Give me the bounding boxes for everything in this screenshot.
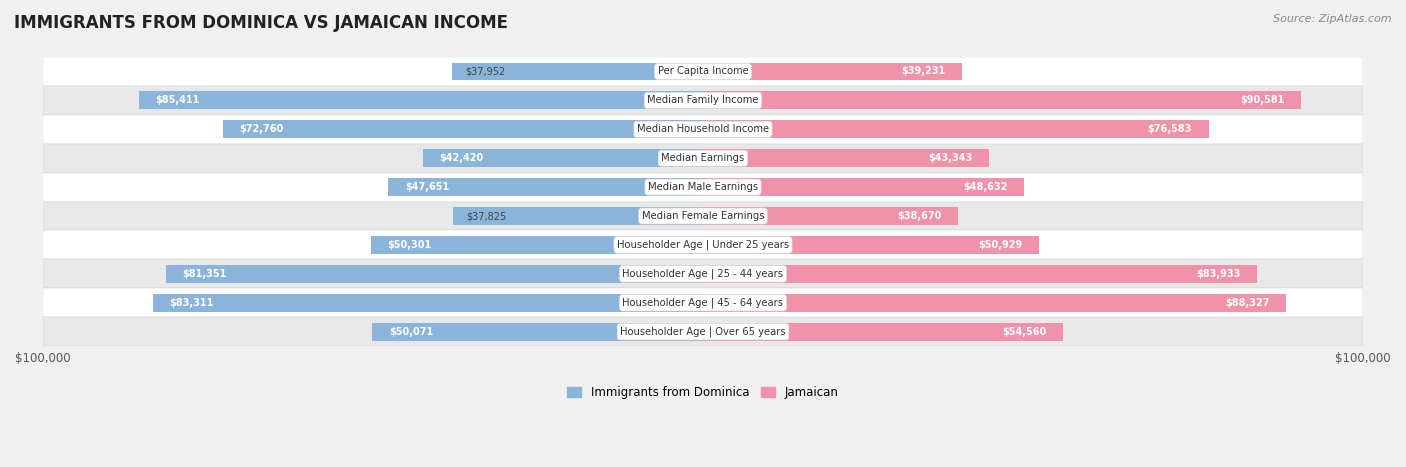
Text: $54,560: $54,560 bbox=[1002, 326, 1046, 337]
Text: Median Male Earnings: Median Male Earnings bbox=[648, 182, 758, 192]
Bar bbox=[703, 207, 959, 225]
Bar bbox=[703, 92, 1301, 109]
Bar bbox=[703, 149, 990, 167]
Text: Median Earnings: Median Earnings bbox=[661, 153, 745, 163]
Text: $50,301: $50,301 bbox=[388, 240, 432, 250]
Bar bbox=[703, 178, 1024, 196]
Text: $38,670: $38,670 bbox=[897, 211, 942, 221]
Bar bbox=[42, 86, 1364, 115]
Text: $43,343: $43,343 bbox=[928, 153, 973, 163]
Bar bbox=[703, 294, 1286, 311]
Bar bbox=[388, 178, 703, 196]
Bar bbox=[453, 207, 703, 225]
Bar bbox=[222, 120, 703, 138]
Bar bbox=[166, 265, 703, 283]
Bar bbox=[153, 294, 703, 311]
Bar bbox=[42, 202, 1364, 231]
Text: $88,327: $88,327 bbox=[1225, 298, 1270, 308]
Bar bbox=[373, 323, 703, 340]
Text: Householder Age | 45 - 64 years: Householder Age | 45 - 64 years bbox=[623, 297, 783, 308]
Text: $90,581: $90,581 bbox=[1240, 95, 1285, 106]
Bar bbox=[703, 323, 1063, 340]
Text: $72,760: $72,760 bbox=[239, 124, 284, 134]
Bar bbox=[42, 115, 1364, 144]
Text: $47,651: $47,651 bbox=[405, 182, 449, 192]
Bar bbox=[453, 63, 703, 80]
Bar bbox=[703, 63, 962, 80]
Text: $48,632: $48,632 bbox=[963, 182, 1008, 192]
Text: $50,929: $50,929 bbox=[979, 240, 1022, 250]
Text: Householder Age | 25 - 44 years: Householder Age | 25 - 44 years bbox=[623, 269, 783, 279]
Text: $50,071: $50,071 bbox=[389, 326, 433, 337]
Text: Median Female Earnings: Median Female Earnings bbox=[641, 211, 765, 221]
Text: Per Capita Income: Per Capita Income bbox=[658, 66, 748, 77]
Text: $76,583: $76,583 bbox=[1147, 124, 1192, 134]
Text: $85,411: $85,411 bbox=[156, 95, 200, 106]
Bar bbox=[42, 57, 1364, 86]
Text: $42,420: $42,420 bbox=[440, 153, 484, 163]
Bar bbox=[42, 144, 1364, 173]
Bar bbox=[423, 149, 703, 167]
Text: $83,311: $83,311 bbox=[170, 298, 214, 308]
Bar bbox=[139, 92, 703, 109]
Text: Median Family Income: Median Family Income bbox=[647, 95, 759, 106]
Text: IMMIGRANTS FROM DOMINICA VS JAMAICAN INCOME: IMMIGRANTS FROM DOMINICA VS JAMAICAN INC… bbox=[14, 14, 508, 32]
Bar bbox=[703, 120, 1209, 138]
Bar bbox=[42, 288, 1364, 317]
Bar bbox=[42, 317, 1364, 346]
Bar bbox=[371, 236, 703, 254]
Text: $37,952: $37,952 bbox=[465, 66, 506, 77]
Text: $39,231: $39,231 bbox=[901, 66, 945, 77]
Legend: Immigrants from Dominica, Jamaican: Immigrants from Dominica, Jamaican bbox=[562, 382, 844, 404]
Bar bbox=[42, 173, 1364, 202]
Bar bbox=[703, 265, 1257, 283]
Text: Median Household Income: Median Household Income bbox=[637, 124, 769, 134]
Bar bbox=[703, 236, 1039, 254]
Text: Source: ZipAtlas.com: Source: ZipAtlas.com bbox=[1274, 14, 1392, 24]
Text: Householder Age | Over 65 years: Householder Age | Over 65 years bbox=[620, 326, 786, 337]
Text: $83,933: $83,933 bbox=[1197, 269, 1240, 279]
Bar bbox=[42, 259, 1364, 288]
Text: $81,351: $81,351 bbox=[183, 269, 226, 279]
Bar bbox=[42, 231, 1364, 259]
Text: $37,825: $37,825 bbox=[467, 211, 506, 221]
Text: Householder Age | Under 25 years: Householder Age | Under 25 years bbox=[617, 240, 789, 250]
